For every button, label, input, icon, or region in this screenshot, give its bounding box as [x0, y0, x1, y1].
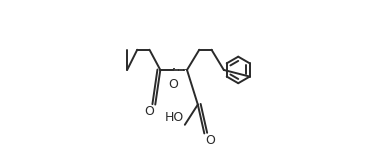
Text: O: O	[168, 78, 178, 91]
Text: O: O	[145, 105, 154, 118]
Text: HO: HO	[164, 111, 184, 124]
Text: O: O	[205, 134, 215, 147]
